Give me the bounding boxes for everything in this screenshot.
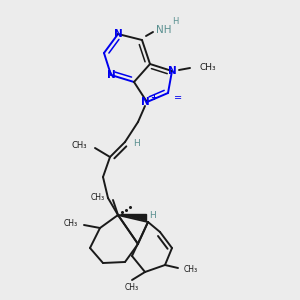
Text: +: + <box>151 92 158 101</box>
Text: CH₃: CH₃ <box>64 218 78 227</box>
Text: =: = <box>174 93 182 103</box>
Text: N: N <box>114 29 122 39</box>
Text: H: H <box>134 140 140 148</box>
Text: CH₃: CH₃ <box>200 64 217 73</box>
Text: N: N <box>141 97 149 107</box>
Text: N: N <box>106 70 116 80</box>
Text: N: N <box>168 66 176 76</box>
Text: CH₃: CH₃ <box>91 193 105 202</box>
Text: H: H <box>148 211 155 220</box>
Text: CH₃: CH₃ <box>184 266 198 274</box>
Polygon shape <box>120 214 146 220</box>
Text: CH₃: CH₃ <box>125 283 139 292</box>
Text: H: H <box>172 17 178 26</box>
Text: CH₃: CH₃ <box>71 140 87 149</box>
Text: NH: NH <box>156 25 172 35</box>
